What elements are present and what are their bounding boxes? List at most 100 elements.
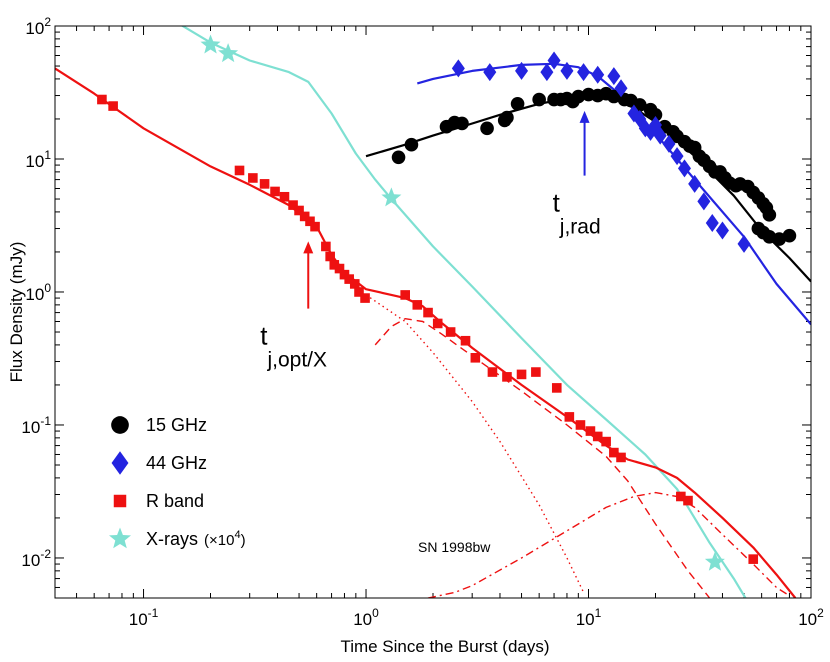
plot-frame (54, 25, 812, 599)
x-tick-label-base: 10 (798, 610, 817, 629)
legend-name: 44 GHz (146, 453, 207, 473)
y-tick-label: 102 (25, 15, 51, 38)
data-point-radio44 (648, 116, 662, 135)
x-tick-label-base: 10 (129, 610, 148, 629)
data-point-rband (531, 367, 541, 377)
data-point-rband (575, 420, 586, 430)
legend-label-radio44: 44 GHz (146, 453, 207, 473)
y-axis-title: Flux Density (mJy) (7, 242, 26, 383)
annotation-arrow-head (303, 241, 314, 254)
data-point-radio44 (451, 59, 465, 78)
data-point-radio44 (560, 61, 574, 80)
data-point-rband (585, 426, 596, 436)
x-tick-label-exponent: 1 (595, 606, 602, 620)
data-point-radio15 (510, 97, 525, 111)
x-tick-label: 101 (576, 606, 602, 629)
y-tick-label-base: 10 (21, 551, 40, 570)
data-point-rband (616, 452, 626, 463)
annotation-label: tj,rad (553, 188, 601, 239)
data-point-radio44 (737, 234, 751, 253)
annotations: tj,opt/Xtj,rad (260, 110, 601, 372)
data-point-radio15 (762, 208, 777, 222)
y-tick-label-exponent: -2 (40, 547, 51, 561)
data-point-xray (200, 34, 221, 54)
y-tick-label-exponent: 0 (44, 281, 51, 295)
data-point-radio15 (500, 110, 514, 125)
plot-area (55, 26, 811, 598)
data-point-rband (460, 335, 471, 346)
y-tick-label-base: 10 (25, 19, 44, 38)
data-point-rband (360, 293, 370, 303)
data-point-rband (279, 191, 290, 202)
legend-label-radio15: 15 GHz (146, 415, 207, 435)
data-point-rband (294, 205, 304, 216)
x-tick-label-exponent: -1 (148, 606, 159, 620)
data-point-radio44 (697, 192, 711, 211)
data-point-radio44 (540, 63, 554, 82)
data-point-rband (748, 554, 759, 564)
data-point-rband (502, 372, 512, 382)
data-point-rband (234, 165, 245, 176)
model-curve-rband-dashed (374, 318, 711, 598)
legend: 15 GHz 44 GHz R band X-rays (×104) (109, 415, 246, 549)
legend-scale-close: ) (241, 532, 246, 549)
data-point-rband (270, 186, 280, 197)
data-point-rband (551, 383, 562, 393)
y-tick-label: 100 (25, 281, 51, 304)
sn-footnote: SN 1998bw (418, 539, 491, 555)
data-point-rband (288, 200, 298, 210)
model-curve-rband-dotted (365, 294, 585, 593)
data-point-rband (310, 221, 320, 232)
x-tick-label: 100 (353, 606, 379, 629)
data-point-radio44 (547, 51, 561, 70)
data-point-radio44 (483, 63, 497, 82)
data-point-rband (432, 318, 443, 329)
data-point-xray (704, 551, 725, 571)
data-point-rband (516, 369, 527, 380)
x-tick-label: 102 (798, 606, 824, 629)
legend-marker-xray (109, 527, 131, 549)
data-point-radio44 (607, 67, 621, 86)
data-point-rband (344, 274, 354, 284)
y-tick-label: 10-1 (21, 414, 51, 437)
data-point-rband (349, 279, 360, 289)
model-curve-rband-dashdot (427, 491, 790, 598)
data-point-radio44 (715, 221, 729, 240)
data-point-radio15 (455, 116, 469, 131)
x-tick-label-exponent: 2 (817, 606, 824, 620)
data-point-rband (325, 251, 335, 262)
data-point-radio15 (607, 89, 621, 104)
data-point-rband (676, 491, 686, 502)
legend-label-rband: R band (146, 491, 204, 511)
data-point-rband (97, 94, 107, 105)
data-point-rband (592, 431, 603, 442)
data-point-rband (400, 290, 411, 300)
y-tick-label-base: 10 (21, 418, 40, 437)
data-point-radio15 (532, 92, 546, 107)
x-axis-title: Time Since the Burst (days) (340, 637, 549, 656)
data-point-rband (354, 287, 364, 297)
model-curve-xray-solid (180, 26, 747, 598)
data-point-radio44 (614, 79, 628, 98)
legend-marker-radio44 (111, 451, 129, 475)
y-tick-label-base: 10 (25, 285, 44, 304)
data-point-radio44 (515, 61, 529, 80)
data-point-radio15 (571, 89, 586, 104)
data-point-rband (564, 412, 575, 422)
data-point-radio44 (688, 174, 702, 193)
data-points (97, 34, 797, 571)
data-point-radio44 (705, 214, 719, 233)
legend-name: X-rays (146, 529, 198, 549)
data-point-rband (412, 300, 423, 310)
data-point-radio15 (391, 150, 406, 165)
data-point-rband (329, 260, 340, 270)
y-tick-label: 10-2 (21, 547, 51, 570)
data-point-rband (248, 173, 258, 183)
data-point-radio44 (653, 126, 667, 145)
annotation-main: t (260, 321, 268, 351)
x-tick-label-exponent: 0 (372, 606, 379, 620)
y-tick-label-exponent: 1 (44, 148, 51, 162)
annotation-subscript: j,rad (559, 216, 601, 239)
